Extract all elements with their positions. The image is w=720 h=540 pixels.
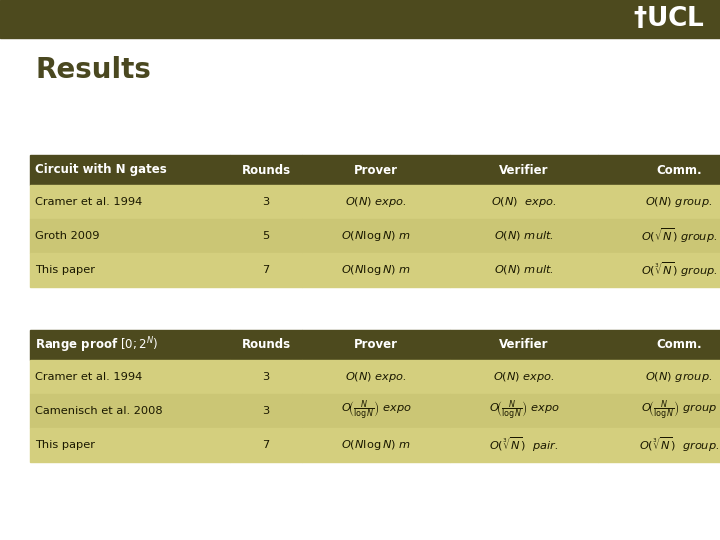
- Text: $O(\sqrt[3]{N})$ group.: $O(\sqrt[3]{N})$ group.: [641, 261, 717, 279]
- Text: $\mathbf{\dagger}$UCL: $\mathbf{\dagger}$UCL: [633, 6, 705, 32]
- Bar: [30, 155, 230, 185]
- Bar: [598, 253, 720, 287]
- Text: $O\!\left(\frac{N}{\log N}\right)$ group: $O\!\left(\frac{N}{\log N}\right)$ group: [641, 399, 717, 423]
- Bar: [598, 360, 720, 394]
- Text: 5: 5: [262, 231, 269, 241]
- Text: $O(N)$ group.: $O(N)$ group.: [645, 195, 713, 209]
- Bar: [230, 360, 302, 394]
- Bar: [302, 155, 450, 185]
- Bar: [302, 360, 450, 394]
- Bar: [598, 428, 720, 462]
- Bar: [450, 360, 598, 394]
- Bar: [0, 0, 720, 38]
- Bar: [598, 185, 720, 219]
- Bar: [230, 428, 302, 462]
- Text: $O(N \log N)$ m: $O(N \log N)$ m: [341, 263, 411, 277]
- Text: Verifier: Verifier: [499, 339, 549, 352]
- Bar: [302, 330, 450, 360]
- Bar: [302, 185, 450, 219]
- Bar: [302, 394, 450, 428]
- Text: Groth 2009: Groth 2009: [35, 231, 99, 241]
- Bar: [30, 428, 230, 462]
- Bar: [302, 253, 450, 287]
- Bar: [302, 219, 450, 253]
- Bar: [230, 253, 302, 287]
- Text: Comm.: Comm.: [656, 339, 702, 352]
- Bar: [230, 219, 302, 253]
- Bar: [450, 330, 598, 360]
- Bar: [598, 219, 720, 253]
- Text: Rounds: Rounds: [241, 339, 291, 352]
- Bar: [230, 155, 302, 185]
- Text: Rounds: Rounds: [241, 164, 291, 177]
- Bar: [450, 185, 598, 219]
- Bar: [30, 253, 230, 287]
- Bar: [598, 394, 720, 428]
- Bar: [450, 155, 598, 185]
- Bar: [598, 330, 720, 360]
- Text: 3: 3: [262, 197, 269, 207]
- Bar: [230, 185, 302, 219]
- Bar: [450, 253, 598, 287]
- Text: This paper: This paper: [35, 440, 95, 450]
- Bar: [450, 428, 598, 462]
- Text: $O(\sqrt{N})$ group.: $O(\sqrt{N})$ group.: [641, 227, 717, 245]
- Text: $O(N)$  expo.: $O(N)$ expo.: [491, 195, 557, 209]
- Text: 7: 7: [262, 440, 269, 450]
- Text: $O(\sqrt[3]{N})$  pair.: $O(\sqrt[3]{N})$ pair.: [490, 436, 559, 454]
- Bar: [598, 155, 720, 185]
- Bar: [450, 394, 598, 428]
- Text: $O(N)$ expo.: $O(N)$ expo.: [345, 195, 407, 209]
- Text: $O(N)$ group.: $O(N)$ group.: [645, 370, 713, 384]
- Text: Prover: Prover: [354, 339, 398, 352]
- Text: Cramer et al. 1994: Cramer et al. 1994: [35, 197, 143, 207]
- Text: $O(N \log N)$ m: $O(N \log N)$ m: [341, 438, 411, 452]
- Text: Cramer et al. 1994: Cramer et al. 1994: [35, 372, 143, 382]
- Text: Comm.: Comm.: [656, 164, 702, 177]
- Text: Prover: Prover: [354, 164, 398, 177]
- Text: $O(N)$ mult.: $O(N)$ mult.: [494, 230, 554, 242]
- Bar: [30, 185, 230, 219]
- Text: $O(N)$ expo.: $O(N)$ expo.: [345, 370, 407, 384]
- Text: Results: Results: [35, 56, 151, 84]
- Bar: [30, 360, 230, 394]
- Text: Range proof $[0;2^N)$: Range proof $[0;2^N)$: [35, 335, 158, 355]
- Text: Circuit with N gates: Circuit with N gates: [35, 164, 167, 177]
- Text: $O(N)$ mult.: $O(N)$ mult.: [494, 264, 554, 276]
- Text: $O\!\left(\frac{N}{\log N}\right)$ expo: $O\!\left(\frac{N}{\log N}\right)$ expo: [489, 399, 559, 423]
- Text: 3: 3: [262, 406, 269, 416]
- Text: This paper: This paper: [35, 265, 95, 275]
- Text: $O\!\left(\frac{N}{\log N}\right)$ expo: $O\!\left(\frac{N}{\log N}\right)$ expo: [341, 399, 411, 423]
- Text: $O(N \log N)$ m: $O(N \log N)$ m: [341, 229, 411, 243]
- Text: 3: 3: [262, 372, 269, 382]
- Bar: [30, 394, 230, 428]
- Text: $O(N)$ expo.: $O(N)$ expo.: [493, 370, 555, 384]
- Text: $O(\sqrt[3]{N})$  group.: $O(\sqrt[3]{N})$ group.: [639, 436, 719, 454]
- Bar: [30, 330, 230, 360]
- Bar: [302, 428, 450, 462]
- Bar: [230, 394, 302, 428]
- Bar: [450, 219, 598, 253]
- Text: Camenisch et al. 2008: Camenisch et al. 2008: [35, 406, 163, 416]
- Bar: [230, 330, 302, 360]
- Text: Verifier: Verifier: [499, 164, 549, 177]
- Text: 7: 7: [262, 265, 269, 275]
- Bar: [30, 219, 230, 253]
